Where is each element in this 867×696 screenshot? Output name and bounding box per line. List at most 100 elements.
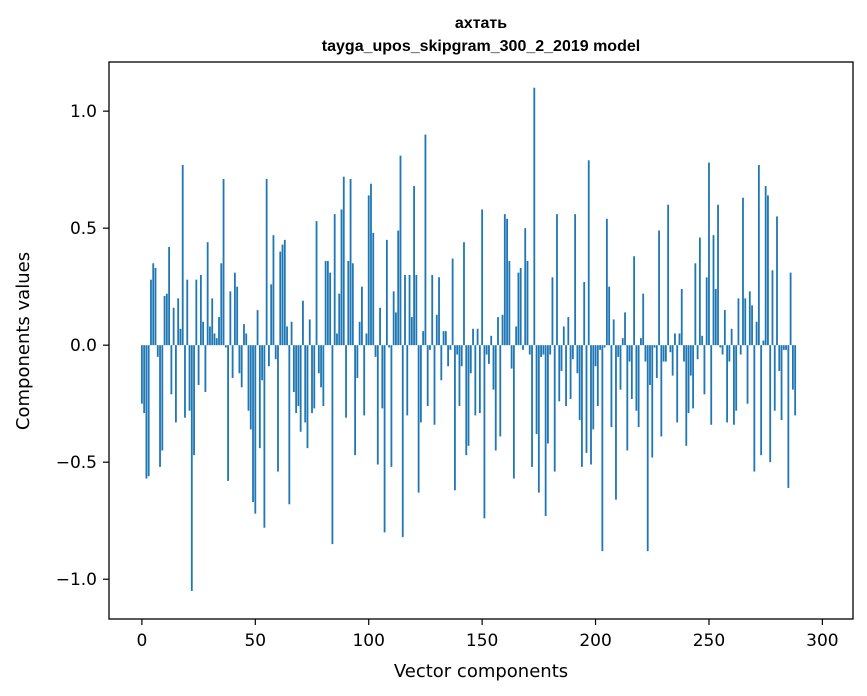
bar-200: [594, 345, 597, 367]
bar-250: [708, 162, 710, 346]
bar-113: [397, 230, 400, 346]
bar-267: [746, 345, 749, 404]
bar-50: [254, 345, 257, 514]
bar-114: [399, 155, 402, 346]
bar-102: [372, 232, 375, 346]
bar-23: [193, 345, 195, 456]
bar-116: [404, 274, 406, 346]
bar-231: [664, 345, 667, 362]
bar-130: [435, 314, 438, 346]
bar-39: [229, 291, 232, 346]
bar-89: [342, 176, 345, 346]
bar-158: [499, 345, 502, 437]
bar-108: [385, 239, 388, 346]
bar-69: [297, 345, 300, 407]
bar-163: [510, 345, 513, 369]
bar-277: [769, 345, 772, 463]
bar-54: [263, 345, 266, 528]
bar-230: [662, 345, 665, 362]
x-tick-label: 200: [579, 631, 611, 651]
bar-171: [528, 345, 531, 355]
bar-6: [154, 267, 157, 346]
bar-33: [215, 338, 218, 346]
bar-35: [220, 263, 223, 346]
bar-282: [780, 345, 783, 421]
bar-191: [574, 214, 577, 346]
bar-74: [308, 319, 311, 346]
bar-209: [615, 345, 617, 500]
bar-71: [302, 300, 304, 346]
bar-179: [547, 345, 549, 444]
bar-276: [767, 195, 769, 346]
bar-118: [408, 274, 411, 346]
bar-187: [565, 345, 567, 407]
bar-288: [794, 345, 797, 416]
bar-243: [692, 345, 694, 409]
bar-101: [370, 183, 372, 346]
bar-178: [544, 345, 547, 517]
bar-251: [710, 345, 713, 425]
bar-183: [556, 214, 558, 346]
bar-204: [603, 345, 606, 348]
bar-67: [292, 345, 295, 392]
bar-284: [785, 345, 787, 350]
bar-106: [381, 345, 384, 409]
bar-180: [549, 345, 552, 355]
bar-109: [388, 345, 391, 348]
bar-168: [522, 345, 524, 350]
bar-57: [270, 284, 273, 346]
bar-255: [719, 345, 722, 348]
bar-128: [431, 274, 434, 346]
bar-75: [311, 345, 313, 414]
bar-98: [363, 345, 366, 416]
bar-15: [175, 345, 177, 423]
bar-221: [642, 293, 645, 346]
bar-111: [392, 291, 395, 346]
bar-246: [698, 237, 701, 346]
bar-202: [599, 345, 601, 350]
bar-12: [168, 246, 171, 346]
bar-38: [227, 345, 229, 481]
bar-152: [485, 345, 488, 355]
bar-269: [751, 305, 753, 346]
bar-26: [199, 274, 202, 346]
bar-141: [460, 345, 463, 367]
bar-43: [238, 345, 241, 374]
bar-87: [338, 293, 341, 346]
bar-173: [533, 87, 536, 346]
bar-59: [274, 345, 277, 360]
bar-150: [481, 209, 484, 346]
bar-42: [236, 286, 239, 346]
bar-234: [671, 345, 674, 376]
bar-229: [660, 345, 663, 437]
y-tick-label: 0.5: [70, 219, 97, 239]
bar-62: [281, 244, 284, 346]
bar-162: [508, 260, 511, 346]
bar-176: [540, 345, 543, 357]
bar-213: [624, 312, 626, 346]
bar-147: [474, 345, 477, 416]
bar-275: [764, 186, 767, 346]
bar-30: [209, 326, 211, 346]
bar-135: [447, 345, 450, 367]
bar-41: [233, 272, 236, 346]
bar-283: [782, 345, 785, 350]
x-tick-label: 50: [244, 631, 266, 651]
bar-188: [567, 317, 570, 346]
bar-105: [379, 307, 381, 346]
bar-97: [361, 286, 363, 346]
bar-218: [635, 345, 638, 411]
bar-78: [317, 345, 320, 374]
bar-166: [517, 272, 520, 346]
bar-79: [320, 345, 322, 388]
y-tick-label: 0.0: [70, 336, 97, 356]
bar-253: [714, 289, 717, 346]
bar-96: [358, 321, 361, 346]
bar-80: [322, 345, 325, 407]
bar-148: [476, 328, 479, 346]
bar-241: [687, 345, 690, 414]
bar-126: [426, 345, 429, 407]
bar-32: [213, 333, 216, 346]
bar-110: [390, 345, 393, 467]
